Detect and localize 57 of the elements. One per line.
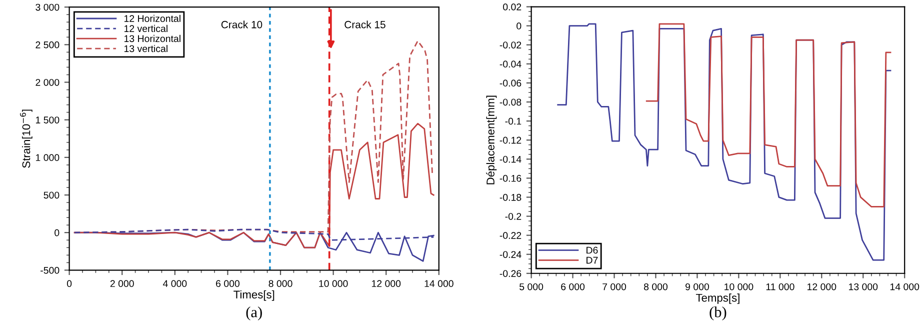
x-tick-label: 11 000 <box>766 283 794 290</box>
legend-label: 13 Horizontal <box>124 34 180 42</box>
y-tick-label: -0.06 <box>500 80 522 87</box>
y-tick-label: -0.08 <box>500 98 522 106</box>
line-series <box>74 122 434 248</box>
y-tick-label: 1 000 <box>36 154 60 162</box>
text: (a) <box>246 306 262 320</box>
y-tick-label: -0.24 <box>500 251 522 258</box>
text: (b) <box>710 306 726 320</box>
x-tick-label: 9 000 <box>686 283 709 290</box>
x-tick-label: 6 000 <box>561 283 585 290</box>
x-tick-label: 0 <box>66 280 72 288</box>
x-tick-label: 2 000 <box>110 280 134 288</box>
y-tick-label: -0.1 <box>505 118 522 125</box>
y-tick-label: -0.26 <box>500 270 522 277</box>
x-tick-label: 14 000 <box>424 280 454 288</box>
x-tick-label: 5 000 <box>520 283 544 290</box>
y-tick-label: 2 500 <box>36 41 60 48</box>
y-tick-label: -0.18 <box>500 194 522 201</box>
y-tick-label: -0.02 <box>500 42 522 48</box>
ref-line-label: Crack 10 <box>221 20 262 28</box>
legend-label: D7 <box>586 256 598 264</box>
y-tick-label: -0.12 <box>500 136 522 144</box>
x-tick-label: 8 000 <box>644 283 668 290</box>
y-tick-label: 1 500 <box>36 116 60 124</box>
ref-line-label: Crack 15 <box>344 20 386 28</box>
x-tick-label: 6 000 <box>216 280 240 288</box>
x-tick-label: 4 000 <box>162 280 187 288</box>
x-tick-label: 8 000 <box>268 280 292 288</box>
y-tick-label: 3 000 <box>36 4 60 11</box>
x-tick-label: 7 000 <box>602 283 626 290</box>
y-tick-label: -0.2 <box>505 212 522 220</box>
y-tick-label: -500 <box>40 266 60 274</box>
line-series <box>646 23 892 208</box>
y-tick-label: -0.22 <box>500 232 522 239</box>
y-tick-label: -0.16 <box>500 174 522 182</box>
y-axis-title: Strain[10$^{−6}$] <box>20 110 32 168</box>
x-tick-label: 12 000 <box>372 280 401 288</box>
x-axis-title: Temps[s] <box>696 294 740 304</box>
y-tick-label: 0 <box>516 22 522 30</box>
x-tick-label: 10 000 <box>724 283 754 290</box>
y-tick-label: 500 <box>44 192 60 199</box>
x-tick-label: 10 000 <box>319 280 348 288</box>
legend-label: 13 vertical <box>124 44 168 52</box>
y-tick-label: -0.14 <box>500 156 522 163</box>
y-tick-label: 2 000 <box>36 78 60 86</box>
legend-label: 12 Horizontal <box>124 14 180 22</box>
x-axis-title: Times[s] <box>234 290 274 301</box>
y-tick-label: 0.02 <box>503 3 522 10</box>
y-tick-label: 0 <box>54 229 60 236</box>
legend-label: 12 vertical <box>124 24 168 32</box>
x-tick-label: 12 000 <box>808 283 836 290</box>
legend-label: D6 <box>586 246 598 254</box>
y-tick-label: -0.04 <box>500 60 522 68</box>
x-tick-label: 13 000 <box>848 283 878 290</box>
y-axis-title: Déplacement[mm] <box>486 96 497 184</box>
x-tick-label: 14 000 <box>890 283 920 290</box>
